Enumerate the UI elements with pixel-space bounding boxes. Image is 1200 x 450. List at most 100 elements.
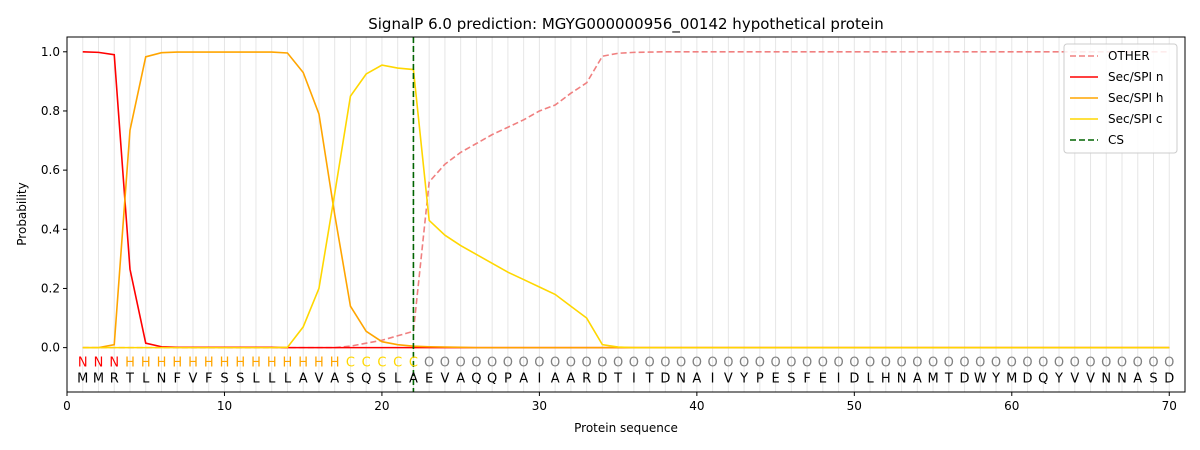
residue-letter: I [537,372,541,387]
region-label: O [645,356,655,371]
region-label: O [1007,356,1017,371]
residue-letter: H [881,372,891,387]
residue-letter: A [456,372,465,387]
region-label: O [959,356,969,371]
residue-letter: M [93,372,104,387]
x-tick-label: 20 [374,399,389,413]
region-label: O [944,356,954,371]
region-label: O [1117,356,1127,371]
region-label: O [456,356,466,371]
residue-letter: L [866,372,874,387]
region-label: O [802,356,812,371]
residue-letter: F [173,372,180,387]
residue-letter: T [125,372,134,387]
y-tick-label: 1.0 [41,45,60,59]
region-label: O [849,356,859,371]
region-label: O [739,356,749,371]
residue-letter: N [897,372,907,387]
residue-letter: T [645,372,654,387]
grid-lines [82,37,1170,392]
region-label: H [283,356,293,371]
residue-letter: S [236,372,244,387]
y-axis-ticks: 0.0 0.2 0.4 0.6 0.8 1.0 [41,45,67,355]
region-label: H [314,356,324,371]
region-label: H [157,356,167,371]
chart-title: SignalP 6.0 prediction: MGYG000000956_00… [368,15,884,34]
residue-letter: V [189,372,198,387]
residue-letter: S [1149,372,1157,387]
legend-label: Sec/SPI n [1108,70,1163,84]
region-label: H [188,356,198,371]
region-label: H [141,356,151,371]
y-tick-label: 0.4 [41,222,60,236]
residue-letter: R [582,372,591,387]
legend-label: CS [1108,133,1124,147]
residue-letter: T [944,372,953,387]
y-tick-label: 0.8 [41,104,60,118]
residue-letter: V [314,372,323,387]
residue-letter: V [724,372,733,387]
region-label: O [503,356,513,371]
residue-letter: P [756,372,764,387]
plot-frame [66,36,1186,393]
region-label: O [770,356,780,371]
residue-letter: M [1006,372,1017,387]
x-tick-label: 60 [1004,399,1019,413]
residue-letter: N [1117,372,1127,387]
region-label: H [251,356,261,371]
region-label: O [1148,356,1158,371]
residue-letter: I [711,372,715,387]
region-label: O [786,356,796,371]
region-label: O [519,356,529,371]
residue-letter: D [1023,372,1033,387]
residue-letter: T [613,372,622,387]
residue-letter: A [330,372,339,387]
legend-label: Sec/SPI h [1108,91,1163,105]
region-label: O [833,356,843,371]
region-label: C [393,356,402,371]
region-label: O [881,356,891,371]
region-label: O [818,356,828,371]
region-label: O [550,356,560,371]
residue-letter: A [409,372,418,387]
series-line-3 [82,64,1170,349]
region-label: O [629,356,639,371]
residue-letter: D [960,372,970,387]
residue-letter: D [849,372,859,387]
region-label: O [676,356,686,371]
residue-letter: A [299,372,308,387]
residue-letter: A [913,372,922,387]
region-label: O [582,356,592,371]
region-label: N [78,356,88,371]
legend-box [1063,43,1178,154]
region-label: O [723,356,733,371]
residue-letter: V [1070,372,1079,387]
residue-letter: S [787,372,795,387]
residue-letter: P [504,372,512,387]
residue-letter: N [157,372,167,387]
residue-letter: D [1164,372,1174,387]
region-label: O [1022,356,1032,371]
residue-letter: D [597,372,607,387]
series-line-0 [82,50,1170,349]
region-label: C [377,356,386,371]
legend: OTHER Sec/SPI n Sec/SPI h Sec/SPI c CS [1063,43,1178,154]
y-axis-label: Probability [15,182,29,245]
region-label: O [1054,356,1064,371]
residue-letter: L [142,372,150,387]
region-label: O [912,356,922,371]
residue-letter: Q [487,372,497,387]
residue-letter: N [676,372,686,387]
region-label: N [94,356,104,371]
region-label: O [613,356,623,371]
region-label: C [362,356,371,371]
x-axis-label: Protein sequence [574,421,678,435]
region-label: O [1133,356,1143,371]
y-tick-label: 0.6 [41,163,60,177]
legend-label: Sec/SPI c [1108,112,1162,126]
x-tick-label: 40 [689,399,704,413]
series-line-2 [82,51,1170,349]
region-label: H [267,356,277,371]
residue-letter: L [268,372,276,387]
